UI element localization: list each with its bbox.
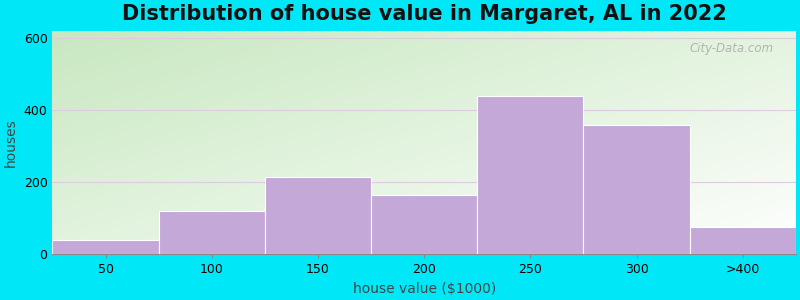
Bar [371,195,478,254]
Bar [265,177,371,254]
Bar [53,240,158,254]
Bar [478,96,583,254]
Text: City-Data.com: City-Data.com [690,42,774,56]
Y-axis label: houses: houses [4,118,18,167]
Bar [583,125,690,254]
Title: Distribution of house value in Margaret, AL in 2022: Distribution of house value in Margaret,… [122,4,726,24]
Bar [158,211,265,254]
X-axis label: house value ($1000): house value ($1000) [353,282,496,296]
Bar [690,227,796,254]
